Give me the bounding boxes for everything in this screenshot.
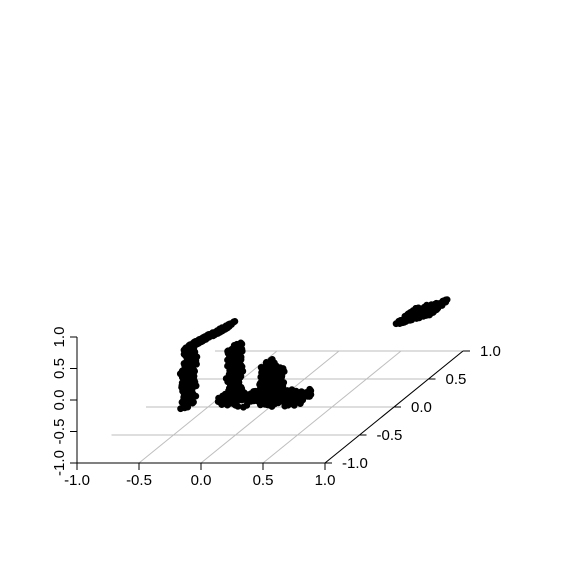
data-point bbox=[396, 320, 404, 327]
y-tick-label: 0.0 bbox=[411, 399, 432, 416]
x-tick-label: -0.5 bbox=[126, 472, 152, 489]
y-tick-label: -1.0 bbox=[342, 455, 368, 472]
x-tick-label: 0.5 bbox=[253, 472, 274, 489]
data-point bbox=[236, 364, 244, 372]
data-point bbox=[306, 392, 314, 400]
tick-labels: -1.0 -0.5 0.0 0.5 1.0 -1.0 -0.5 0.0 0.5 1.0 -1.0 -0… bbox=[51, 327, 501, 489]
data-point bbox=[230, 395, 238, 403]
data-point bbox=[216, 328, 224, 336]
z-tick-label: 1.0 bbox=[51, 327, 68, 348]
data-point bbox=[181, 366, 189, 374]
data-point bbox=[280, 386, 288, 394]
data-point bbox=[238, 388, 246, 396]
data-point bbox=[239, 403, 247, 411]
data-point bbox=[440, 298, 448, 305]
data-point bbox=[217, 400, 225, 408]
data-point bbox=[228, 320, 235, 327]
data-point bbox=[188, 354, 196, 362]
y-tick-label: 0.5 bbox=[446, 371, 467, 388]
data-point bbox=[180, 400, 188, 408]
data-point bbox=[247, 397, 255, 405]
z-tick-label: 0.0 bbox=[51, 390, 68, 411]
x-tick-label: 0.0 bbox=[191, 472, 212, 489]
data-point bbox=[415, 304, 422, 312]
data-point bbox=[272, 365, 280, 372]
z-tick-label: 0.5 bbox=[51, 358, 68, 379]
data-point bbox=[201, 335, 209, 343]
data-point bbox=[190, 373, 198, 380]
data-point bbox=[410, 310, 418, 318]
data-point bbox=[271, 388, 279, 396]
data-point bbox=[403, 315, 410, 323]
data-point bbox=[231, 401, 239, 409]
z-tick-label: -1.0 bbox=[51, 450, 68, 476]
data-point bbox=[237, 343, 244, 351]
data-point bbox=[427, 307, 435, 314]
data-point bbox=[221, 325, 228, 333]
z-tick-label: -0.5 bbox=[51, 419, 68, 445]
data-points bbox=[176, 296, 451, 413]
axes bbox=[70, 336, 470, 470]
data-point bbox=[306, 385, 314, 393]
data-point bbox=[227, 362, 234, 370]
data-point bbox=[181, 380, 189, 387]
data-point bbox=[267, 375, 275, 383]
data-point bbox=[187, 397, 195, 404]
data-point bbox=[187, 360, 195, 368]
y-tick-label: 1.0 bbox=[480, 343, 501, 360]
data-point bbox=[280, 368, 288, 375]
data-point bbox=[280, 397, 288, 405]
data-point bbox=[284, 401, 292, 409]
data-point bbox=[224, 378, 232, 386]
data-point bbox=[268, 355, 276, 363]
data-point bbox=[228, 373, 236, 381]
y-tick-label: -0.5 bbox=[377, 427, 403, 444]
data-point bbox=[235, 352, 243, 360]
x-tick-label: 1.0 bbox=[315, 472, 336, 489]
data-point bbox=[180, 392, 188, 400]
data-point bbox=[189, 390, 197, 398]
data-point bbox=[229, 345, 237, 353]
data-point bbox=[187, 342, 194, 350]
data-point bbox=[233, 378, 241, 386]
data-point bbox=[295, 391, 303, 399]
data-point bbox=[191, 381, 199, 389]
data-point bbox=[262, 358, 270, 366]
data-point bbox=[415, 314, 423, 322]
x-tick-label: -1.0 bbox=[64, 472, 90, 489]
data-point bbox=[276, 376, 284, 384]
data-point bbox=[435, 302, 443, 310]
data-point bbox=[421, 306, 429, 314]
